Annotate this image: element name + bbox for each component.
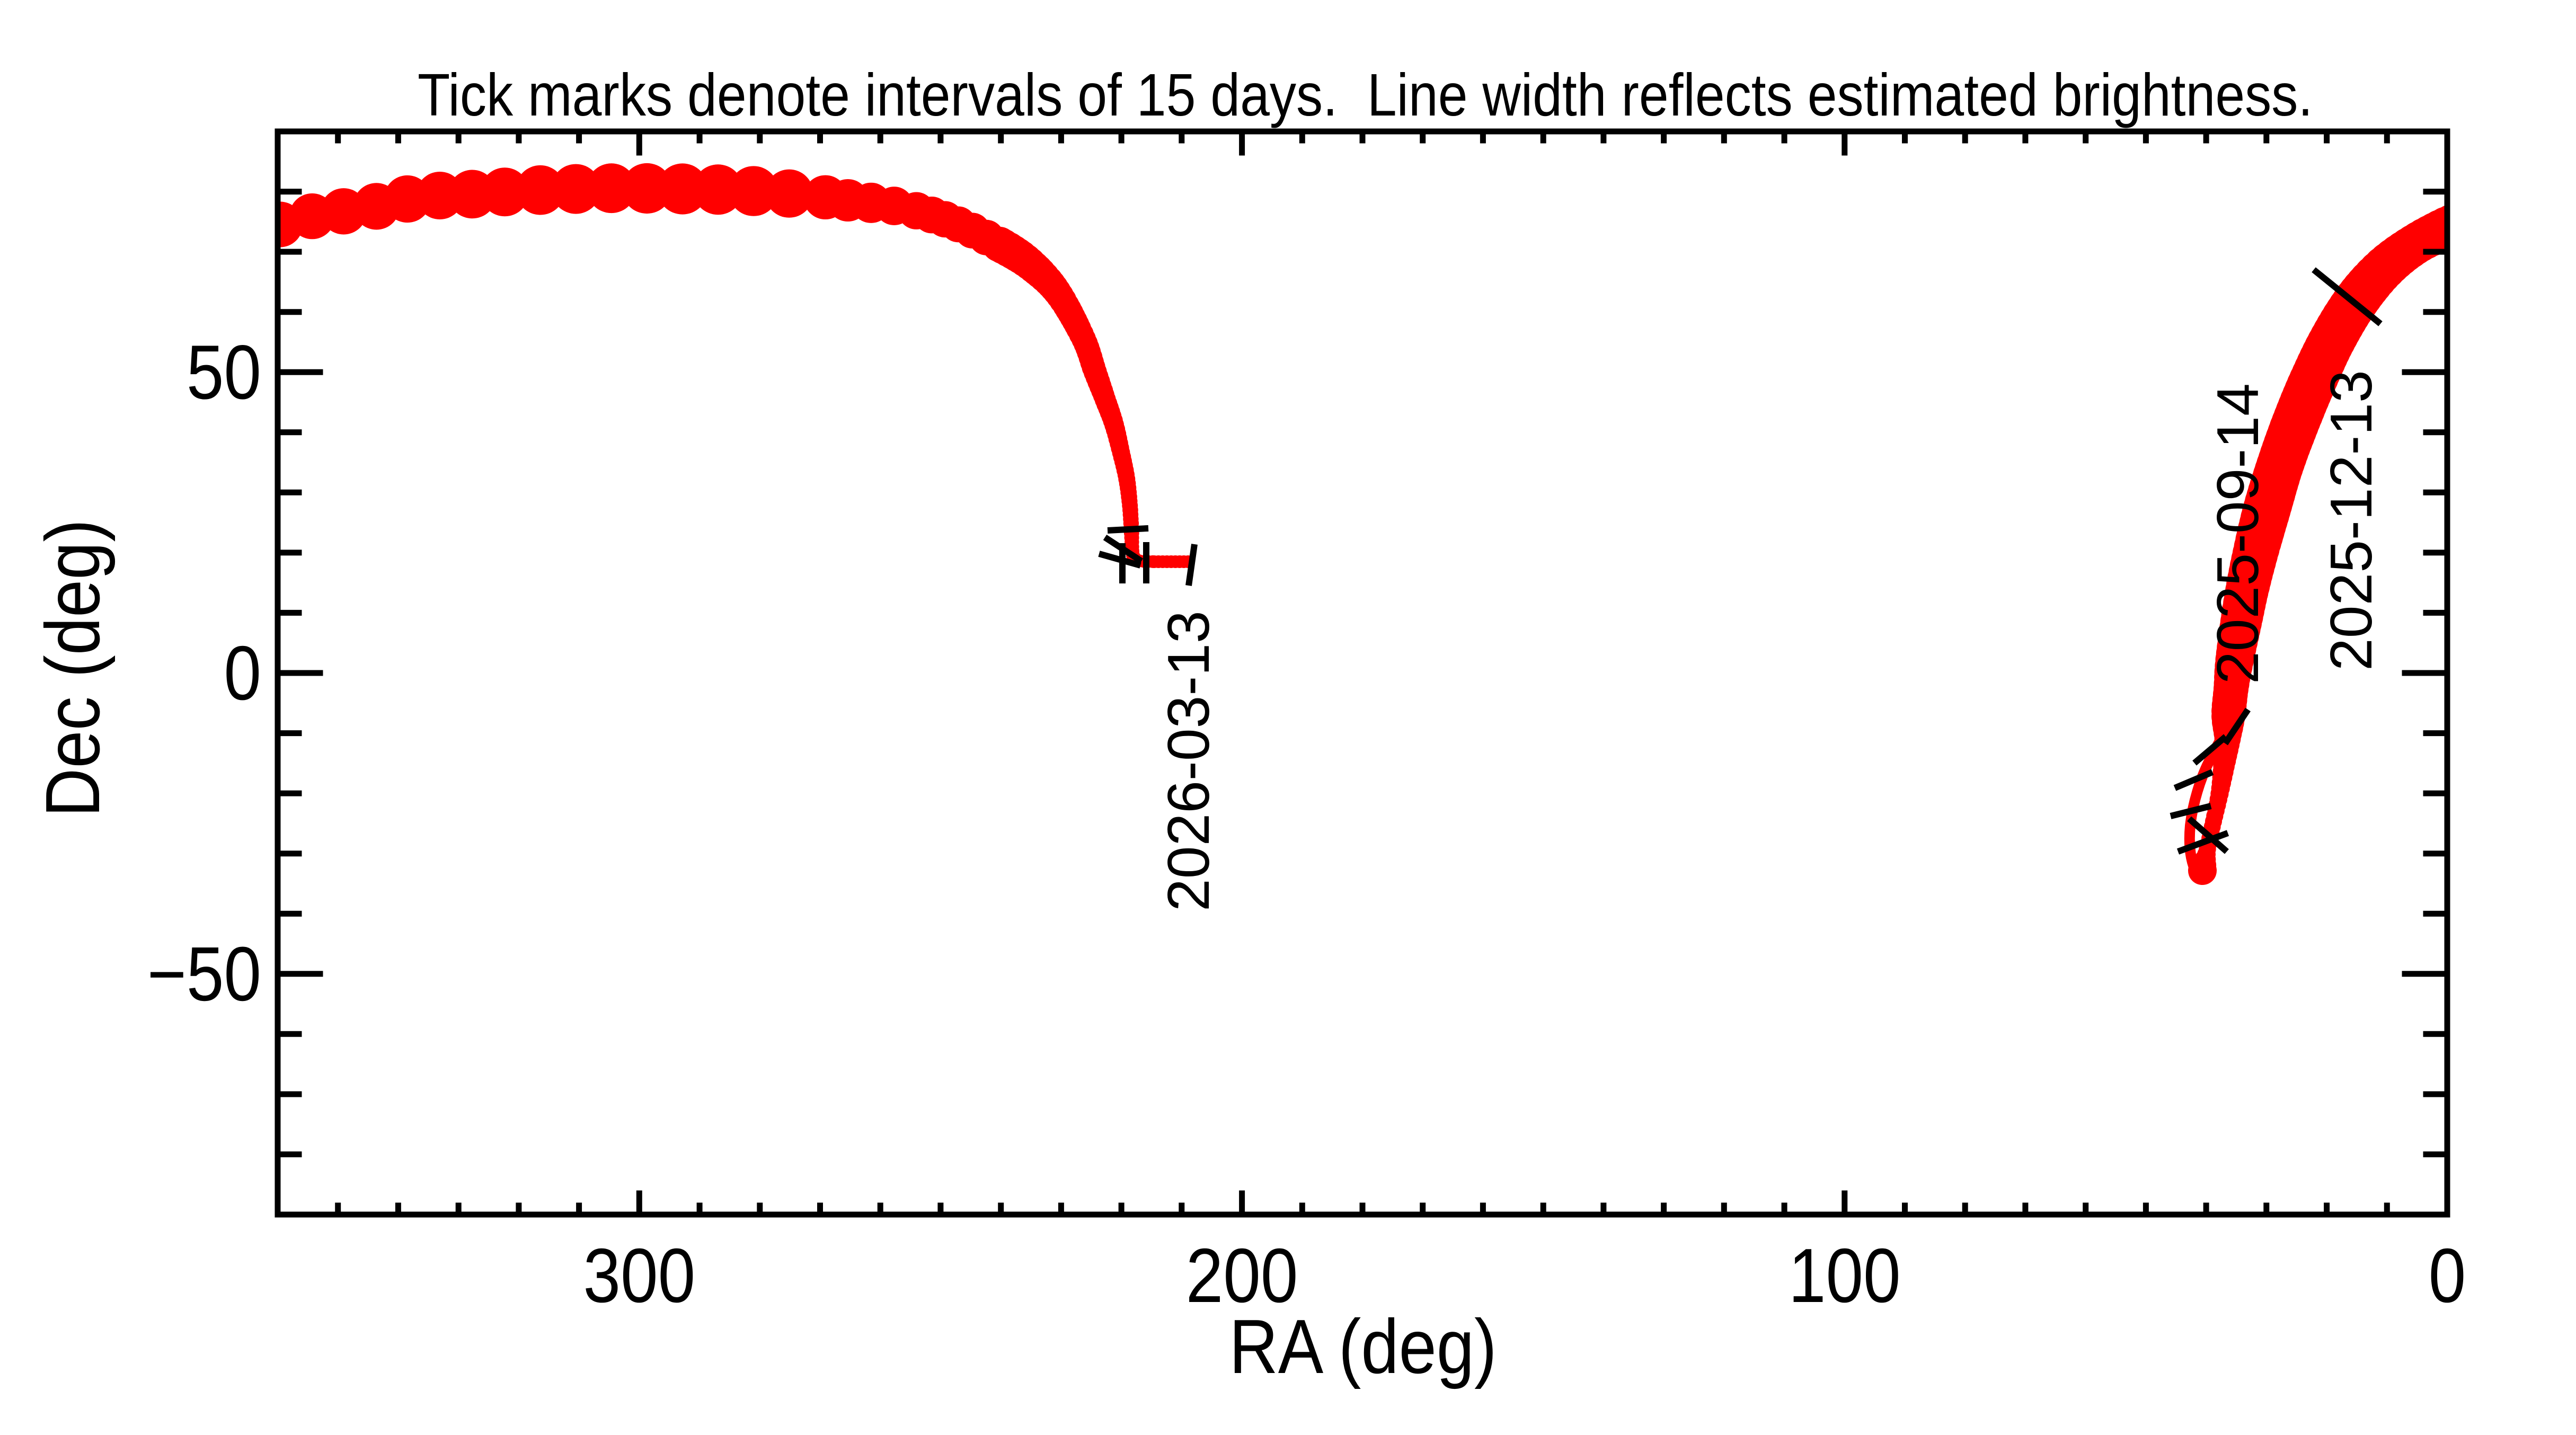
svg-text:2026-03-13: 2026-03-13 [1156,610,1221,911]
svg-text:−50: −50 [147,931,261,1017]
svg-text:2025-09-14: 2025-09-14 [2205,383,2271,684]
svg-text:Tick marks denote intervals of: Tick marks denote intervals of 15 days. … [418,61,2313,128]
svg-text:Dec (deg): Dec (deg) [30,519,116,817]
svg-text:2025-12-13: 2025-12-13 [2318,370,2384,671]
svg-text:300: 300 [583,1233,696,1318]
svg-text:RA (deg): RA (deg) [1229,1304,1497,1389]
svg-text:0: 0 [2429,1233,2466,1318]
svg-text:100: 100 [1789,1233,1901,1318]
svg-text:50: 50 [187,329,261,415]
svg-text:200: 200 [1186,1233,1298,1318]
svg-text:0: 0 [224,630,261,716]
